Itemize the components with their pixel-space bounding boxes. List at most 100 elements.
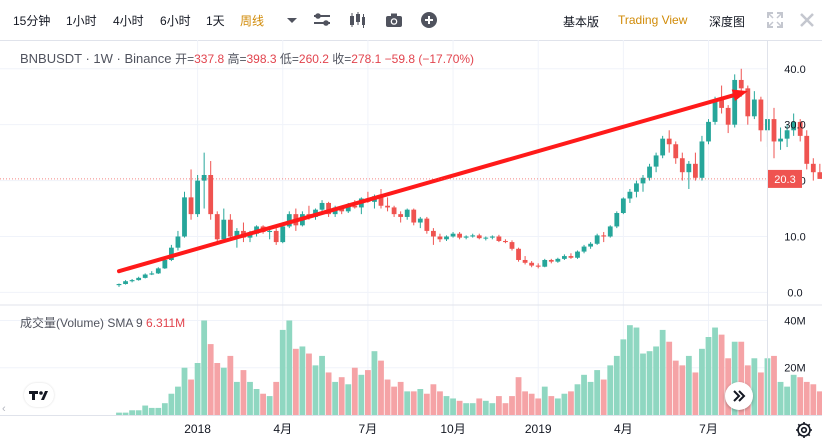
volume-bars xyxy=(116,320,822,415)
view-depth[interactable]: 深度图 xyxy=(709,15,746,29)
volume-bar xyxy=(692,372,699,415)
close-icon[interactable] xyxy=(797,10,817,30)
volume-bar xyxy=(410,391,417,415)
volume-bar xyxy=(168,393,175,415)
volume-bar xyxy=(810,384,817,415)
candle-body xyxy=(234,230,240,237)
volume-bar xyxy=(666,341,673,415)
interval-1w[interactable]: 周线 xyxy=(240,14,265,28)
interval-6h[interactable]: 6小时 xyxy=(160,14,191,28)
candle-body xyxy=(182,197,187,237)
volume-bar xyxy=(260,393,266,415)
candle-body xyxy=(804,135,810,164)
candle-body xyxy=(169,247,174,260)
close-value: 278.1 xyxy=(351,52,382,66)
volume-bar xyxy=(332,381,339,415)
volume-bar xyxy=(365,370,371,415)
volume-bar xyxy=(771,355,777,415)
price-chart[interactable]: 40.030.020.010.00.040M20M20.320184月7月10月… xyxy=(0,40,822,446)
volume-bar xyxy=(161,403,168,415)
volume-bar xyxy=(718,334,725,415)
candle-body xyxy=(614,213,620,227)
candle-body xyxy=(503,240,508,243)
volume-bar xyxy=(640,353,646,415)
time-tick-label: 2018 xyxy=(184,422,211,436)
candle-body xyxy=(673,144,679,159)
volume-bar xyxy=(188,379,194,415)
volume-bar xyxy=(731,341,738,415)
candle-body xyxy=(463,236,469,238)
interval-1h[interactable]: 1小时 xyxy=(66,14,97,28)
candle-body xyxy=(778,138,783,142)
interval-4h[interactable]: 4小时 xyxy=(113,14,144,28)
candle-body xyxy=(620,198,626,214)
price-tick-label: 10.0 xyxy=(784,232,805,244)
chevron-down-icon[interactable] xyxy=(282,10,302,30)
plus-circle-icon[interactable] xyxy=(419,10,439,30)
time-tick-label: 4月 xyxy=(614,422,633,436)
volume-bar xyxy=(384,379,391,415)
candle-body xyxy=(378,196,384,206)
candle-body xyxy=(647,166,652,178)
volume-bar xyxy=(554,398,561,415)
volume-bar xyxy=(194,363,201,415)
volume-bar xyxy=(587,381,594,415)
candle-body xyxy=(444,236,449,240)
candle-body xyxy=(686,163,692,173)
volume-bar xyxy=(627,325,633,415)
interval-1d[interactable]: 1天 xyxy=(206,14,225,28)
volume-bar xyxy=(581,374,587,415)
scroll-left-icon[interactable]: ‹ xyxy=(2,403,6,415)
volume-legend: 成交量(Volume) SMA 9 6.311M xyxy=(20,314,185,331)
interval-15m[interactable]: 15分钟 xyxy=(13,14,51,28)
view-tradingview[interactable]: Trading View xyxy=(618,13,688,27)
candle-body xyxy=(123,281,128,285)
volume-bar xyxy=(489,403,496,415)
time-tick-label: 7月 xyxy=(359,422,378,436)
volume-bar xyxy=(574,384,581,415)
candle-body xyxy=(725,107,731,125)
volume-tick-label: 20M xyxy=(784,363,805,375)
volume-bar xyxy=(266,396,273,415)
candle-body xyxy=(352,205,358,208)
volume-bar xyxy=(699,348,705,415)
candle-body xyxy=(679,158,685,173)
volume-bar xyxy=(338,377,345,415)
candle-body xyxy=(640,177,646,184)
candlestick-icon[interactable] xyxy=(347,10,367,30)
volume-bar xyxy=(175,386,181,415)
candle-body xyxy=(535,265,541,267)
candle-body xyxy=(784,130,790,139)
candle-body xyxy=(732,79,738,125)
volume-bar xyxy=(286,320,293,415)
volume-bar xyxy=(594,370,601,415)
tradingview-logo[interactable] xyxy=(24,383,54,407)
volume-bar xyxy=(633,327,640,415)
candle-body xyxy=(575,251,580,258)
candle-body xyxy=(581,246,587,252)
view-basic[interactable]: 基本版 xyxy=(563,15,600,29)
candle-body xyxy=(450,233,456,237)
volume-bar xyxy=(135,410,142,415)
volume-bar xyxy=(306,353,312,415)
gear-icon[interactable] xyxy=(795,421,813,439)
candle-body xyxy=(548,259,554,262)
candle-body xyxy=(457,233,462,238)
candle-body xyxy=(660,138,666,156)
volume-bar xyxy=(816,391,822,415)
chart-legend: BNBUSDT · 1W · Binance 开=337.8 高=398.3 低… xyxy=(20,50,474,67)
camera-icon[interactable] xyxy=(384,10,404,30)
last-price-badge xyxy=(768,169,802,188)
settings-sliders-icon[interactable] xyxy=(312,10,332,30)
candle-body xyxy=(214,214,220,240)
scroll-to-realtime-button[interactable] xyxy=(725,382,753,410)
volume-bar xyxy=(613,355,620,415)
candle-body xyxy=(810,163,816,173)
fullscreen-icon[interactable] xyxy=(765,10,785,30)
volume-bar xyxy=(777,381,784,415)
volume-bar xyxy=(437,391,443,415)
volume-bar xyxy=(502,403,509,415)
candle-body xyxy=(496,236,502,241)
candle-body xyxy=(483,237,489,239)
candle-body xyxy=(601,235,607,237)
